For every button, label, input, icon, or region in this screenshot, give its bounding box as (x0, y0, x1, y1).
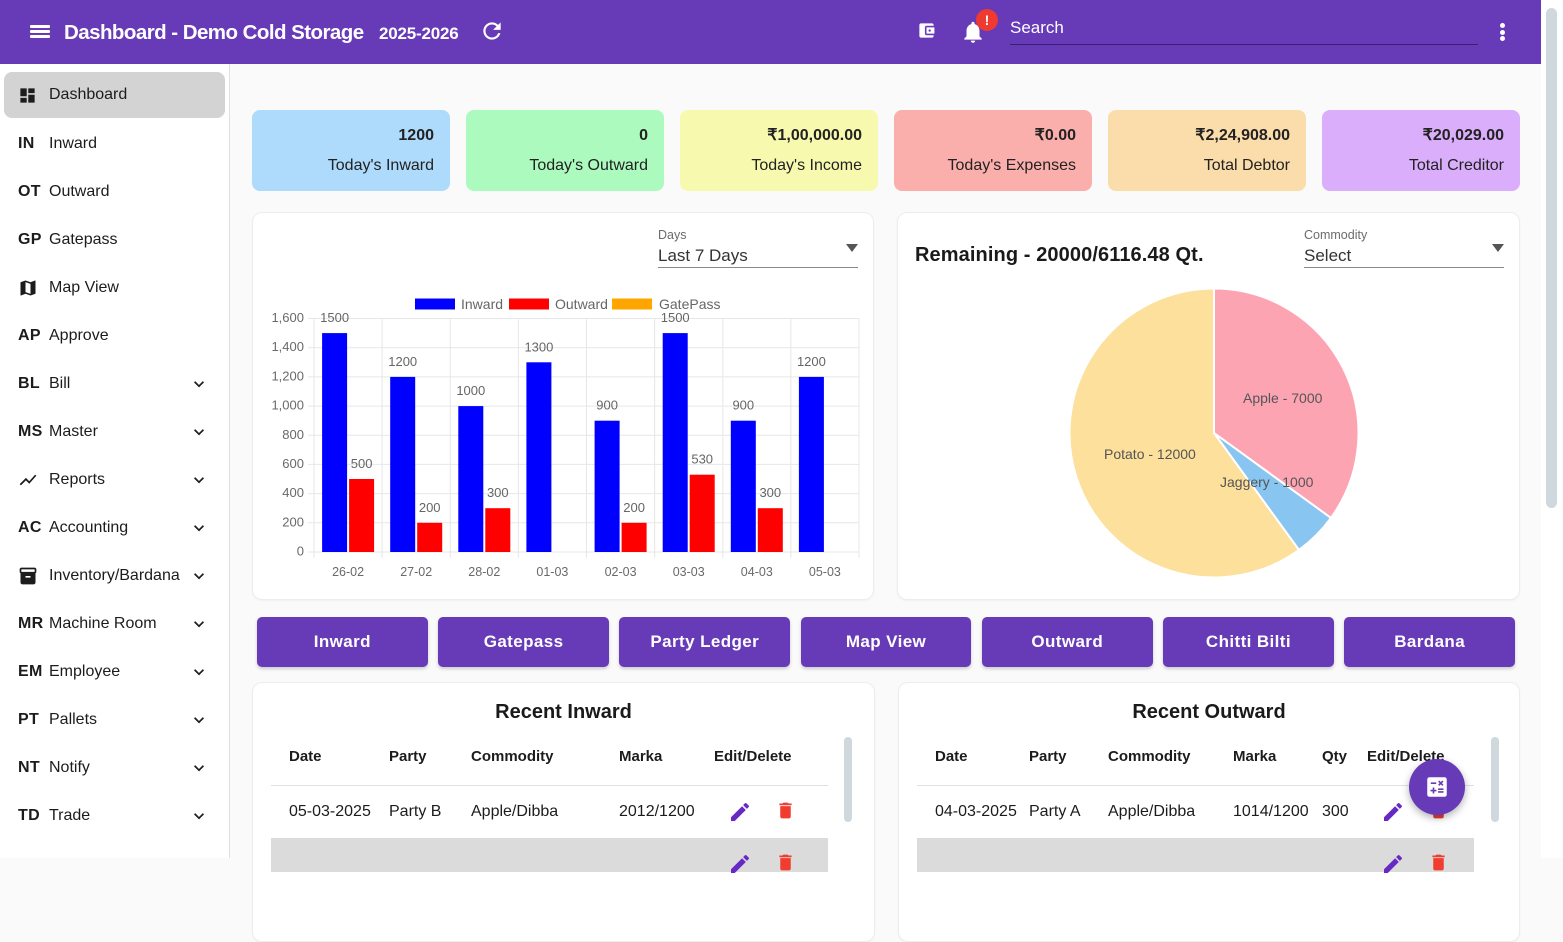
svg-text:400: 400 (282, 485, 304, 500)
svg-text:Jaggery - 1000: Jaggery - 1000 (1220, 474, 1314, 490)
svg-text:1000: 1000 (456, 383, 485, 398)
svg-text:Apple - 7000: Apple - 7000 (1243, 390, 1323, 406)
svg-text:1,400: 1,400 (271, 339, 304, 354)
svg-text:03-03: 03-03 (673, 565, 705, 579)
svg-text:1,000: 1,000 (271, 398, 304, 413)
svg-text:800: 800 (282, 427, 304, 442)
svg-text:200: 200 (419, 500, 441, 515)
svg-text:500: 500 (351, 456, 373, 471)
svg-text:27-02: 27-02 (400, 565, 432, 579)
svg-text:600: 600 (282, 456, 304, 471)
svg-text:1,200: 1,200 (271, 368, 304, 383)
svg-text:1,600: 1,600 (271, 310, 304, 325)
svg-text:300: 300 (759, 485, 781, 500)
svg-text:28-02: 28-02 (468, 565, 500, 579)
svg-text:01-03: 01-03 (536, 565, 568, 579)
svg-text:300: 300 (487, 485, 509, 500)
svg-text:02-03: 02-03 (605, 565, 637, 579)
svg-text:04-03: 04-03 (741, 565, 773, 579)
svg-text:900: 900 (596, 398, 618, 413)
svg-text:26-02: 26-02 (332, 565, 364, 579)
svg-text:1500: 1500 (661, 310, 690, 325)
svg-text:05-03: 05-03 (809, 565, 841, 579)
svg-text:200: 200 (282, 514, 304, 529)
svg-text:1500: 1500 (320, 310, 349, 325)
svg-text:1300: 1300 (524, 339, 553, 354)
svg-text:Outward: Outward (555, 296, 608, 312)
svg-text:GatePass: GatePass (659, 296, 720, 312)
svg-text:530: 530 (691, 452, 713, 467)
svg-text:Inward: Inward (461, 296, 503, 312)
svg-text:200: 200 (623, 500, 645, 515)
svg-text:1200: 1200 (797, 354, 826, 369)
svg-text:900: 900 (732, 398, 754, 413)
svg-text:1200: 1200 (388, 354, 417, 369)
svg-text:Potato - 12000: Potato - 12000 (1104, 446, 1196, 462)
svg-text:0: 0 (297, 544, 304, 559)
